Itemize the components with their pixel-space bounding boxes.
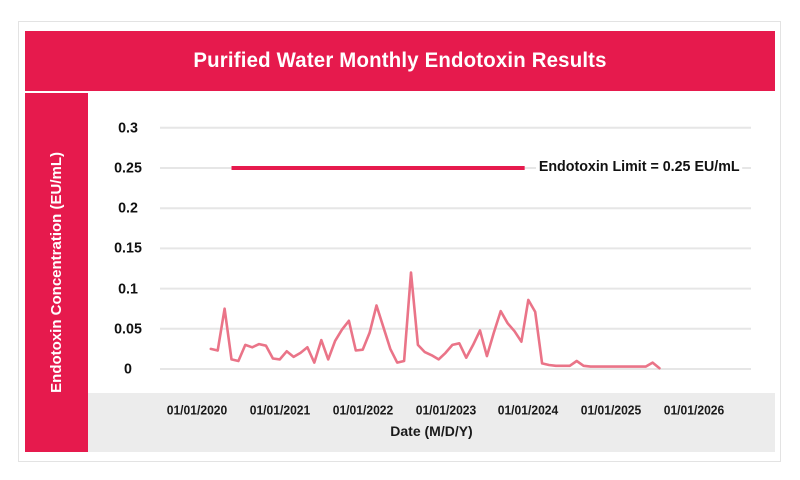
title-bar: Purified Water Monthly Endotoxin Results [25, 31, 775, 91]
chart-title: Purified Water Monthly Endotoxin Results [193, 49, 607, 72]
y-tick-label: 0.15 [114, 239, 142, 257]
x-axis-strip [88, 393, 775, 452]
y-tick-label: 0.2 [118, 199, 138, 217]
y-axis-title-bar: Endotoxin Concentration (EU/mL) [25, 93, 88, 452]
x-axis-title: Date (M/D/Y) [390, 423, 473, 439]
x-tick-label: 01/01/2020 [166, 402, 228, 418]
x-tick-label: 01/01/2024 [498, 402, 559, 418]
limit-line-label: Endotoxin Limit = 0.25 EU/mL [536, 157, 743, 177]
x-tick-label: 01/01/2026 [663, 402, 725, 418]
x-tick-label: 01/01/2025 [580, 402, 642, 418]
x-tick-label: 01/01/2022 [332, 402, 393, 418]
y-tick-label: 0.3 [118, 119, 138, 137]
x-tick-label: 01/01/2023 [415, 402, 476, 418]
y-tick-label: 0.05 [114, 320, 142, 338]
x-tick-label: 01/01/2021 [249, 402, 311, 418]
y-tick-label: 0.1 [118, 280, 138, 298]
plot-svg [160, 126, 751, 370]
y-tick-label: 0 [124, 360, 132, 378]
y-tick-label: 0.25 [114, 159, 142, 177]
chart-area: 0 0.05 0.1 0.15 0.2 0.25 0.3 01/01/2020 01/01/2… [88, 93, 775, 452]
y-axis-title: Endotoxin Concentration (EU/mL) [48, 152, 65, 393]
endotoxin-data-line [209, 271, 661, 370]
